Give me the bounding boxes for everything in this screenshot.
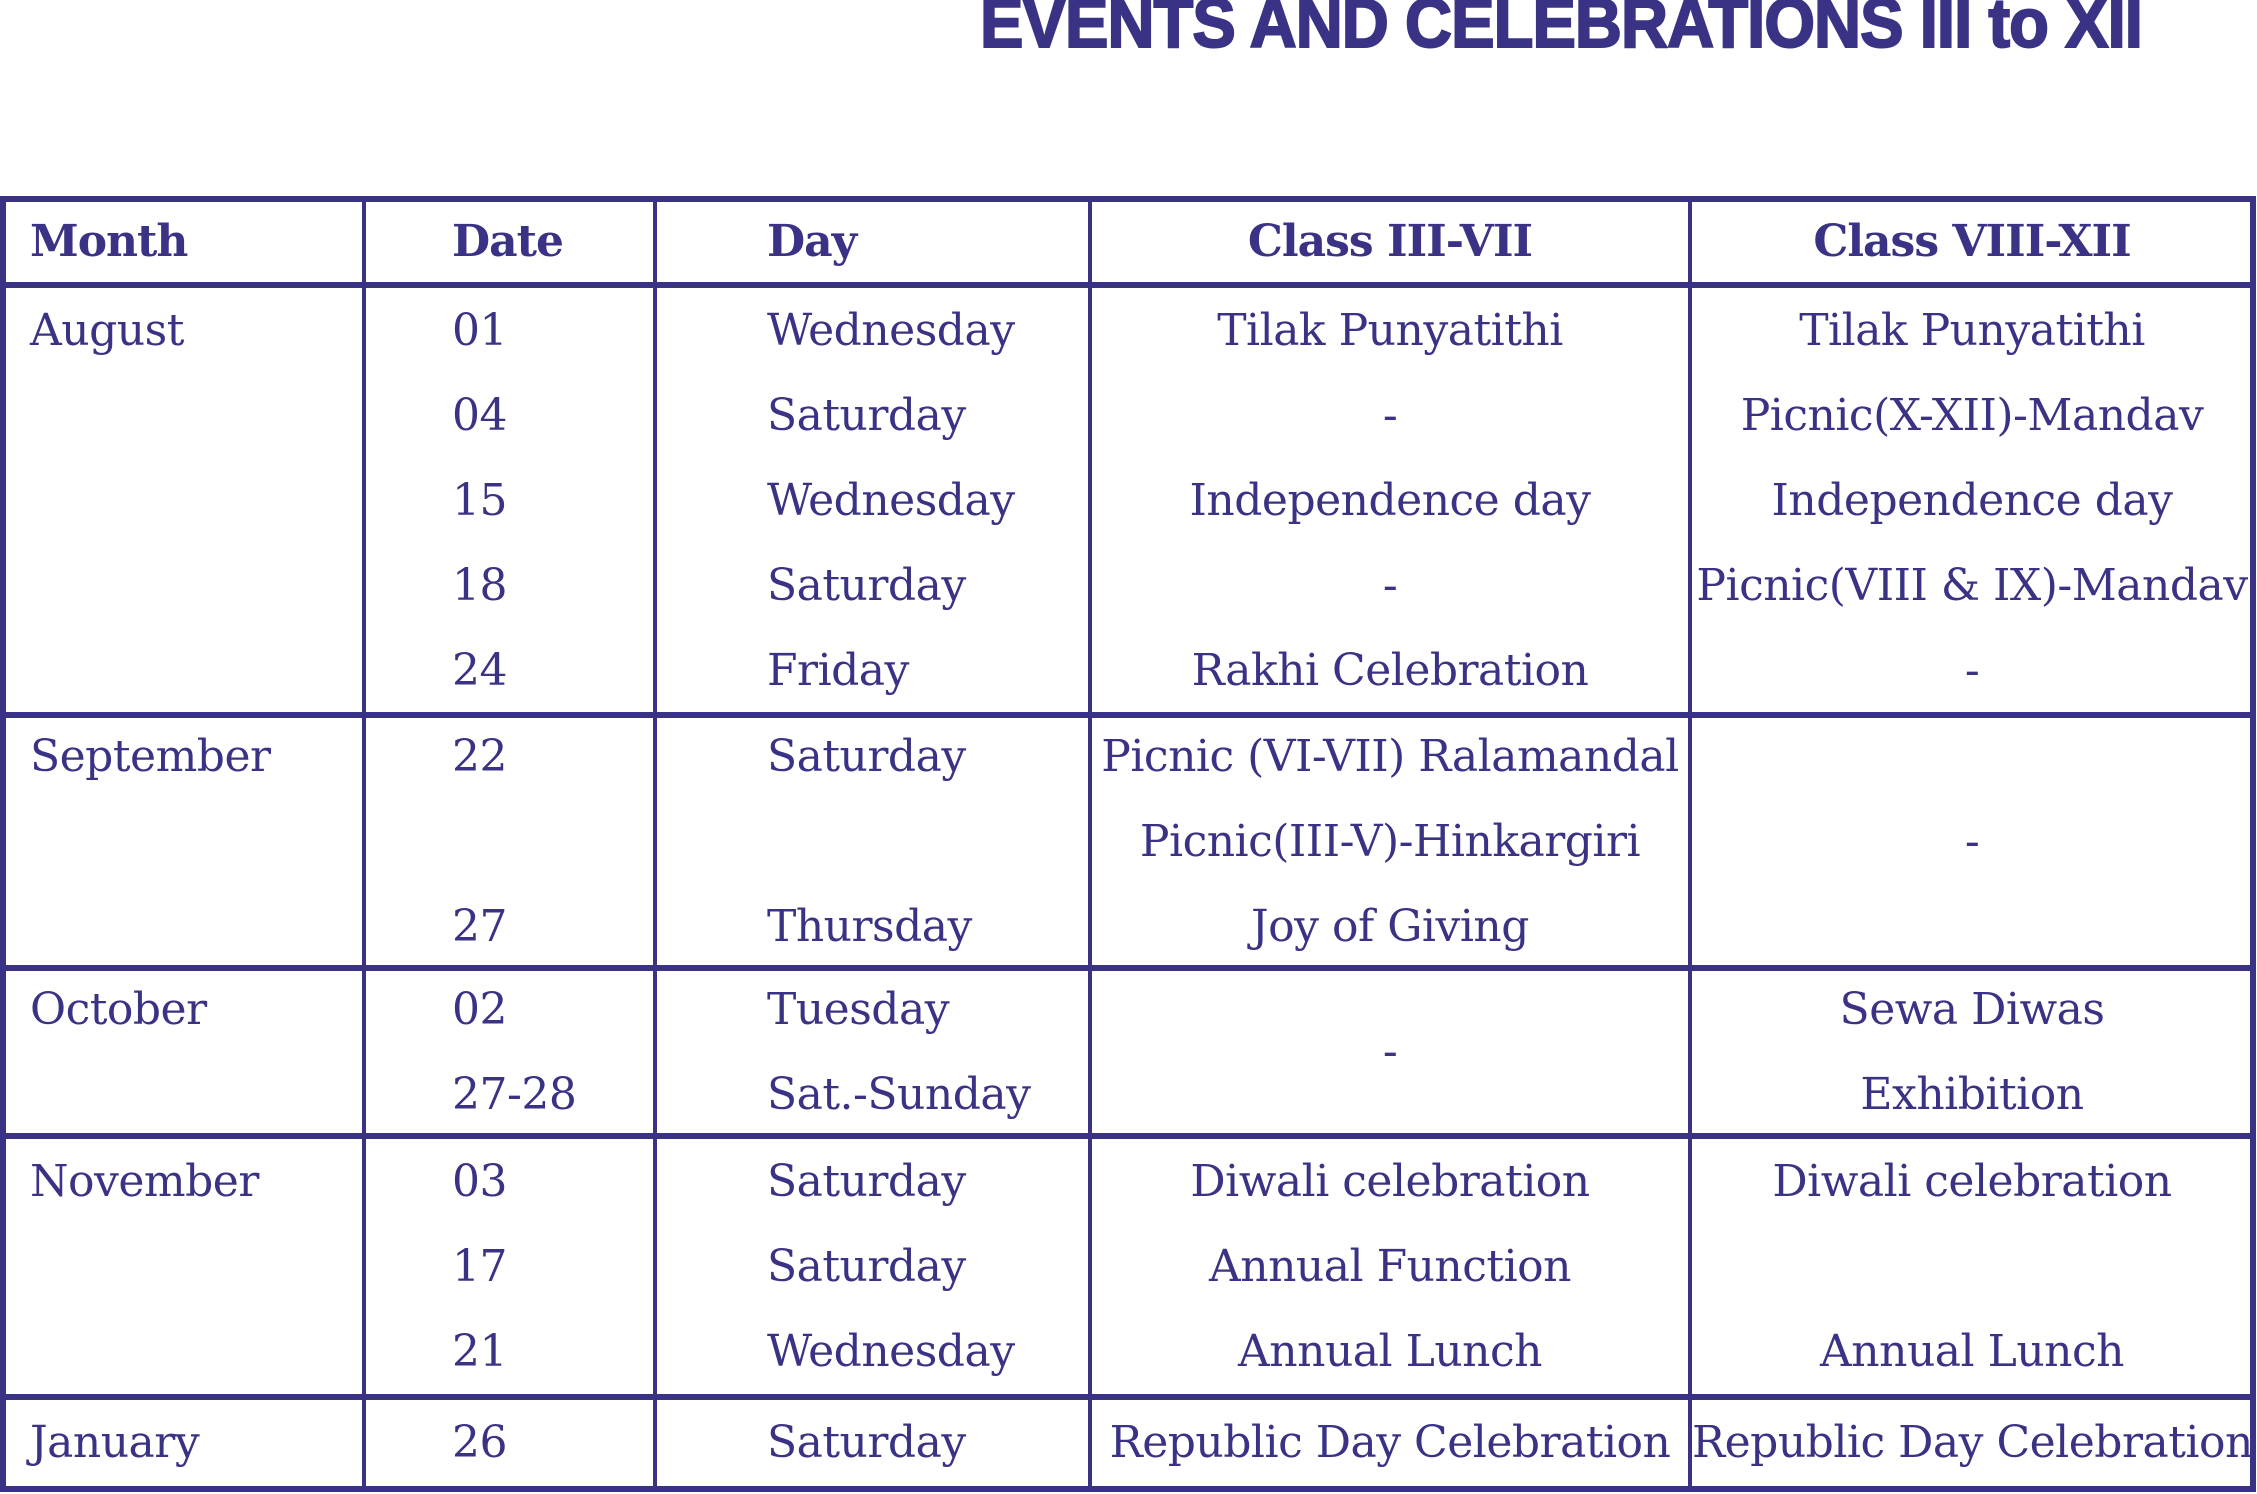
event-text: Republic Day Celebration [1692, 1417, 2253, 1468]
class-viii-xii-cell: Tilak Punyatithi Picnic(X-XII)-Mandav In… [1692, 288, 2252, 713]
day-cell: Saturday Saturday Wednesday [767, 1139, 1015, 1394]
page-title: EVENTS AND CELEBRATIONS III to XII [979, 0, 2144, 62]
header-day: Day [767, 216, 857, 267]
event-text [1692, 1224, 2252, 1309]
event-text [1692, 714, 2252, 799]
month-cell: November [30, 1156, 259, 1207]
event-text: Picnic(VIII & IX)-Mandav [1696, 560, 2248, 611]
day-cell: Tuesday Sat.-Sunday [767, 967, 1031, 1137]
row-divider [6, 965, 2250, 971]
date-value: 27 [452, 901, 508, 952]
event-text: Picnic(X-XII)-Mandav [1740, 390, 2204, 441]
date-value: 22 [452, 731, 508, 782]
row-divider [6, 1394, 2250, 1400]
event-text [1692, 884, 2252, 969]
day-value: Saturday [767, 1156, 966, 1207]
event-text: - [1964, 645, 1980, 696]
month-cell: January [30, 1417, 200, 1468]
column-divider [362, 202, 366, 1486]
month-cell: September [30, 731, 271, 782]
date-cell: 02 27-28 [452, 967, 577, 1137]
date-value: 01 [452, 305, 508, 356]
date-cell: 01 04 15 18 24 [452, 288, 508, 713]
day-value: Wednesday [767, 305, 1015, 356]
day-value: Thursday [767, 901, 972, 952]
day-cell: Saturday [767, 1400, 966, 1485]
event-text: Annual Function [1208, 1241, 1572, 1292]
class-viii-xii-cell: Diwali celebration Annual Lunch [1692, 1139, 2252, 1394]
day-cell: Wednesday Saturday Wednesday Saturday Fr… [767, 288, 1015, 713]
class-viii-xii-cell: - [1692, 714, 2252, 969]
date-cell: 22 27 [452, 714, 508, 969]
day-value: Saturday [767, 1241, 966, 1292]
day-value: Saturday [767, 1417, 966, 1468]
event-text: - [1382, 560, 1398, 611]
header-class-viii-xii: Class VIII-XII [1813, 216, 2131, 267]
class-viii-xii-cell: Sewa Diwas Exhibition [1692, 967, 2252, 1137]
date-value: 04 [452, 390, 508, 441]
event-text: Joy of Giving [1251, 901, 1529, 952]
date-value: 17 [452, 1241, 508, 1292]
column-divider [1088, 202, 1092, 1486]
date-value: 24 [452, 645, 508, 696]
day-value: Tuesday [767, 984, 950, 1035]
event-text: Tilak Punyatithi [1217, 305, 1563, 356]
date-value: 03 [452, 1156, 508, 1207]
event-text: Independence day [1771, 475, 2173, 526]
column-divider [1688, 202, 1692, 1486]
date-value: 18 [452, 560, 508, 611]
day-value: Wednesday [767, 1326, 1015, 1377]
event-text: Exhibition [1860, 1069, 2084, 1120]
date-value: 15 [452, 475, 508, 526]
header-class-iii-vii: Class III-VII [1247, 216, 1533, 267]
date-value [452, 799, 507, 884]
event-text: Annual Lunch [1820, 1326, 2124, 1377]
row-divider [6, 1133, 2250, 1139]
date-value: 02 [452, 984, 508, 1035]
event-text: Diwali celebration [1190, 1156, 1590, 1207]
event-text: Tilak Punyatithi [1799, 305, 2145, 356]
day-value: Sat.-Sunday [767, 1069, 1031, 1120]
class-viii-xii-cell: Republic Day Celebration [1692, 1400, 2253, 1485]
event-text: Rakhi Celebration [1191, 645, 1589, 696]
row-divider [6, 282, 2250, 288]
event-text: Diwali celebration [1772, 1156, 2172, 1207]
day-value: Wednesday [767, 475, 1015, 526]
day-value: Saturday [767, 731, 966, 782]
class-iii-vii-cell: Republic Day Celebration [1092, 1400, 1688, 1485]
date-cell: 03 17 21 [452, 1139, 508, 1394]
class-iii-vii-cell: Tilak Punyatithi - Independence day - Ra… [1092, 288, 1688, 713]
event-text: Annual Lunch [1238, 1326, 1542, 1377]
event-text: Picnic(III-V)-Hinkargiri [1139, 816, 1641, 867]
day-value [767, 799, 972, 884]
event-text: - [1382, 390, 1398, 441]
day-value: Saturday [767, 560, 966, 611]
header-date: Date [452, 216, 564, 267]
day-value: Saturday [767, 390, 966, 441]
date-cell: 26 [452, 1400, 508, 1485]
date-value: 21 [452, 1326, 508, 1377]
month-cell: October [30, 984, 207, 1035]
event-text: Independence day [1189, 475, 1591, 526]
class-iii-vii-cell: - [1382, 1026, 1398, 1077]
month-cell: August [30, 305, 184, 356]
event-text: Republic Day Celebration [1109, 1417, 1671, 1468]
column-divider [653, 202, 657, 1486]
header-month: Month [30, 216, 188, 267]
date-value: 27-28 [452, 1069, 577, 1120]
day-value: Friday [767, 645, 909, 696]
class-iii-vii-cell: Diwali celebration Annual Function Annua… [1092, 1139, 1688, 1394]
event-text: Picnic (VI-VII) Ralamandal [1101, 731, 1679, 782]
day-cell: Saturday Thursday [767, 714, 972, 969]
row-divider [6, 712, 2250, 718]
date-value: 26 [452, 1417, 508, 1468]
class-iii-vii-cell: Picnic (VI-VII) Ralamandal Picnic(III-V)… [1092, 714, 1688, 969]
event-text: Sewa Diwas [1839, 984, 2105, 1035]
event-text: - [1964, 816, 1980, 867]
events-table: Month Date Day Class III-VII Class VIII-… [0, 196, 2256, 1492]
